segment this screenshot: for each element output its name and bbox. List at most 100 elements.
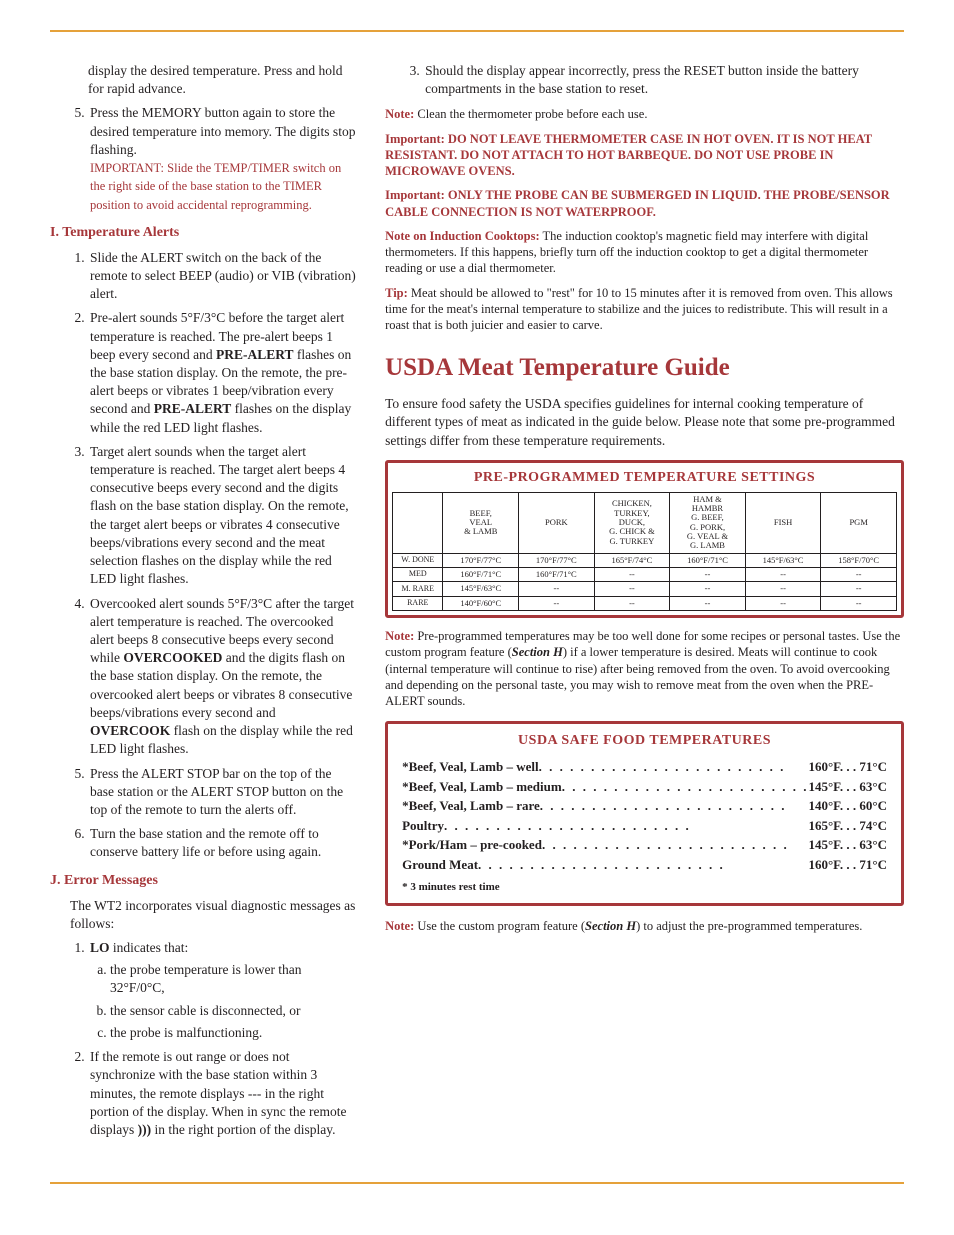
row-header-cell: M. RARE bbox=[393, 582, 443, 596]
usda-label: *Pork/Ham – pre-cooked bbox=[402, 835, 542, 855]
list-item: Press the MEMORY button again to store t… bbox=[88, 104, 357, 213]
usda-value: 145°F. . . 63°C bbox=[808, 777, 887, 797]
table-cell: -- bbox=[745, 568, 821, 582]
table-cell: -- bbox=[670, 596, 746, 610]
note-label: Note on Induction Cooktops: bbox=[385, 229, 540, 243]
usda-temp-row: Poultry . . . . . . . . . . . . . . . . … bbox=[402, 816, 887, 836]
two-column-layout: display the desired temperature. Press a… bbox=[50, 62, 904, 1147]
usda-heading: USDA Meat Temperature Guide bbox=[385, 351, 904, 385]
table-cell: 145°F/63°C bbox=[745, 553, 821, 567]
table-cell: -- bbox=[821, 568, 897, 582]
preprogrammed-table-box: PRE-PROGRAMMED TEMPERATURE SETTINGS BEEF… bbox=[385, 460, 904, 618]
note-text: Meat should be allowed to "rest" for 10 … bbox=[385, 286, 893, 333]
text: Turn the base station and the remote off… bbox=[90, 826, 321, 859]
usda-label: Ground Meat bbox=[402, 855, 478, 875]
note-label: Note: bbox=[385, 629, 414, 643]
text: ) to adjust the pre-programmed temperatu… bbox=[636, 919, 862, 933]
usda-temp-row: *Beef, Veal, Lamb – medium . . . . . . .… bbox=[402, 777, 887, 797]
row-header-cell: MED bbox=[393, 568, 443, 582]
table-header-cell: PORK bbox=[519, 492, 595, 553]
note-label: Note: bbox=[385, 107, 414, 121]
list-item: the probe is malfunctioning. bbox=[110, 1024, 357, 1042]
right-column: Should the display appear incorrectly, p… bbox=[385, 62, 904, 1147]
usda-temp-row: *Beef, Veal, Lamb – rare . . . . . . . .… bbox=[402, 796, 887, 816]
usda-label: Poultry bbox=[402, 816, 444, 836]
list-item: Slide the ALERT switch on the back of th… bbox=[88, 249, 357, 304]
section-i-list: Slide the ALERT switch on the back of th… bbox=[50, 249, 357, 862]
table-cell: 165°F/74°C bbox=[594, 553, 670, 567]
usda-label: *Beef, Veal, Lamb – well bbox=[402, 757, 539, 777]
table-cell: -- bbox=[594, 582, 670, 596]
text: display the desired temperature. Press a… bbox=[88, 63, 343, 96]
usda-value: 160°F. . . 71°C bbox=[808, 855, 887, 875]
table-cell: -- bbox=[821, 582, 897, 596]
usda-footnote: * 3 minutes rest time bbox=[402, 880, 887, 895]
usda-temp-row: *Beef, Veal, Lamb – well . . . . . . . .… bbox=[402, 757, 887, 777]
table-row: M. RARE145°F/63°C---------- bbox=[393, 582, 897, 596]
usda-value: 160°F. . . 71°C bbox=[808, 757, 887, 777]
bottom-rule bbox=[50, 1182, 904, 1184]
row-header-cell: W. DONE bbox=[393, 553, 443, 567]
table-row: RARE140°F/60°C---------- bbox=[393, 596, 897, 610]
continued-list-right: Should the display appear incorrectly, p… bbox=[385, 62, 904, 98]
usda-temp-row: *Pork/Ham – pre-cooked . . . . . . . . .… bbox=[402, 835, 887, 855]
table-row: MED160°F/71°C160°F/71°C-------- bbox=[393, 568, 897, 582]
text: Pre-alert sounds 5°F/3°C before the targ… bbox=[90, 310, 351, 434]
list-item: Press the ALERT STOP bar on the top of t… bbox=[88, 765, 357, 820]
text: Target alert sounds when the target aler… bbox=[90, 444, 349, 587]
table-cell: 140°F/60°C bbox=[443, 596, 519, 610]
table-cell: -- bbox=[670, 568, 746, 582]
leader-dots: . . . . . . . . . . . . . . . . . . . . … bbox=[562, 777, 809, 797]
table-cell: 170°F/77°C bbox=[443, 553, 519, 567]
table-cell: -- bbox=[594, 568, 670, 582]
list-item: LO indicates that: the probe temperature… bbox=[88, 939, 357, 1042]
list-item: the sensor cable is disconnected, or bbox=[110, 1002, 357, 1020]
text: Press the ALERT STOP bar on the top of t… bbox=[90, 766, 343, 817]
section-i-heading: I. Temperature Alerts bbox=[50, 224, 357, 243]
table-header-cell bbox=[393, 492, 443, 553]
leader-dots: . . . . . . . . . . . . . . . . . . . . … bbox=[478, 855, 808, 875]
row-header-cell: RARE bbox=[393, 596, 443, 610]
text: If the remote is out range or does not s… bbox=[90, 1049, 346, 1137]
table-cell: -- bbox=[821, 596, 897, 610]
usda-label: *Beef, Veal, Lamb – medium bbox=[402, 777, 562, 797]
preprogrammed-table: BEEF,VEAL& LAMBPORKCHICKEN,TURKEY,DUCK,G… bbox=[392, 492, 897, 611]
section-j-heading: J. Error Messages bbox=[50, 872, 357, 891]
usda-value: 145°F. . . 63°C bbox=[808, 835, 887, 855]
table-row: W. DONE170°F/77°C170°F/77°C165°F/74°C160… bbox=[393, 553, 897, 567]
usda-temp-row: Ground Meat . . . . . . . . . . . . . . … bbox=[402, 855, 887, 875]
table-cell: 160°F/71°C bbox=[519, 568, 595, 582]
table-cell: 158°F/70°C bbox=[821, 553, 897, 567]
important-block: Important: ONLY THE PROBE CAN BE SUBMERG… bbox=[385, 187, 904, 220]
list-item: Turn the base station and the remote off… bbox=[88, 825, 357, 861]
list-item: If the remote is out range or does not s… bbox=[88, 1048, 357, 1139]
usda-temps-title: USDA SAFE FOOD TEMPERATURES bbox=[402, 732, 887, 751]
section-j-list: LO indicates that: the probe temperature… bbox=[50, 939, 357, 1139]
table-header-cell: PGM bbox=[821, 492, 897, 553]
table-cell: -- bbox=[594, 596, 670, 610]
list-item: the probe temperature is lower than 32°F… bbox=[110, 961, 357, 997]
table-cell: 170°F/77°C bbox=[519, 553, 595, 567]
table-header-cell: BEEF,VEAL& LAMB bbox=[443, 492, 519, 553]
text: LO indicates that: bbox=[90, 940, 188, 955]
list-item: Should the display appear incorrectly, p… bbox=[423, 62, 904, 98]
table-cell: -- bbox=[519, 582, 595, 596]
table-cell: 145°F/63°C bbox=[443, 582, 519, 596]
leader-dots: . . . . . . . . . . . . . . . . . . . . … bbox=[444, 816, 808, 836]
table-header-cell: HAM &HAMBRG. BEEF,G. PORK,G. VEAL &G. LA… bbox=[670, 492, 746, 553]
important-block: Important: DO NOT LEAVE THERMOMETER CASE… bbox=[385, 131, 904, 180]
sub-list: the probe temperature is lower than 32°F… bbox=[90, 961, 357, 1042]
table-cell: 160°F/71°C bbox=[670, 553, 746, 567]
note: Note: Clean the thermometer probe before… bbox=[385, 106, 904, 122]
note-text: Clean the thermometer probe before each … bbox=[414, 107, 647, 121]
text: Use the custom program feature ( bbox=[414, 919, 585, 933]
usda-label: *Beef, Veal, Lamb – rare bbox=[402, 796, 540, 816]
note: Note on Induction Cooktops: The inductio… bbox=[385, 228, 904, 277]
text: Overcooked alert sounds 5°F/3°C after th… bbox=[90, 596, 354, 757]
usda-intro: To ensure food safety the USDA specifies… bbox=[385, 395, 904, 450]
table-header-cell: CHICKEN,TURKEY,DUCK,G. CHICK &G. TURKEY bbox=[594, 492, 670, 553]
table-header-row: BEEF,VEAL& LAMBPORKCHICKEN,TURKEY,DUCK,G… bbox=[393, 492, 897, 553]
text: Press the MEMORY button again to store t… bbox=[90, 105, 355, 156]
important-inline: IMPORTANT: Slide the TEMP/TIMER switch o… bbox=[90, 161, 341, 211]
table-cell: -- bbox=[745, 596, 821, 610]
